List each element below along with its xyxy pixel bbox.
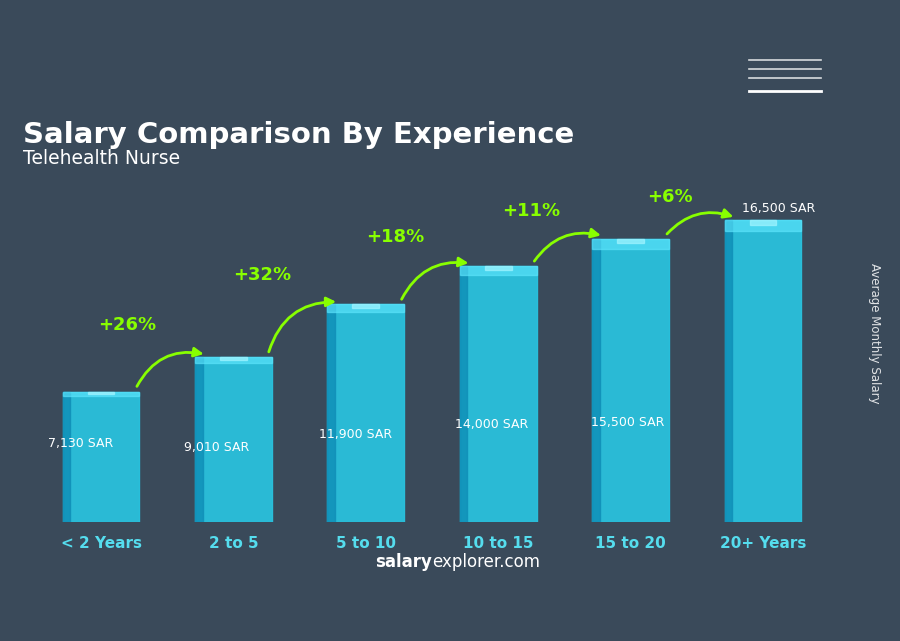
Bar <box>220 357 247 360</box>
Bar <box>592 238 669 249</box>
Text: 7,130 SAR: 7,130 SAR <box>48 437 113 450</box>
Text: Salary Comparison By Experience: Salary Comparison By Experience <box>23 121 574 149</box>
Text: 11,900 SAR: 11,900 SAR <box>320 428 392 442</box>
Text: Telehealth Nurse: Telehealth Nurse <box>23 149 181 168</box>
Text: +11%: +11% <box>502 203 561 221</box>
Text: 5 to 10: 5 to 10 <box>336 536 396 551</box>
Bar <box>195 357 272 522</box>
Text: 9,010 SAR: 9,010 SAR <box>184 441 249 454</box>
Bar <box>485 266 511 270</box>
Text: 15 to 20: 15 to 20 <box>595 536 666 551</box>
Text: explorer.com: explorer.com <box>432 553 540 570</box>
Bar <box>724 221 801 522</box>
Bar <box>328 304 404 522</box>
Text: salary: salary <box>375 553 432 570</box>
Text: +6%: +6% <box>647 188 693 206</box>
Text: 20+ Years: 20+ Years <box>720 536 806 551</box>
Bar <box>353 304 379 308</box>
Bar <box>724 221 801 231</box>
Text: < 2 Years: < 2 Years <box>60 536 141 551</box>
Bar <box>617 238 644 243</box>
Bar <box>195 357 272 363</box>
Text: +26%: +26% <box>98 315 157 333</box>
Bar <box>195 357 203 522</box>
Bar <box>63 392 70 522</box>
Bar <box>87 392 114 394</box>
Bar <box>460 266 467 522</box>
Bar <box>328 304 404 312</box>
Bar <box>724 221 733 522</box>
Bar <box>328 304 335 522</box>
Text: 16,500 SAR: 16,500 SAR <box>742 202 815 215</box>
Bar <box>460 266 536 522</box>
Bar <box>750 221 777 225</box>
Text: 14,000 SAR: 14,000 SAR <box>454 418 527 431</box>
Bar <box>460 266 536 275</box>
Bar <box>63 392 140 396</box>
Text: 15,500 SAR: 15,500 SAR <box>591 416 664 429</box>
Bar <box>63 392 140 522</box>
Bar <box>592 238 669 522</box>
Text: 2 to 5: 2 to 5 <box>209 536 258 551</box>
Text: Average Monthly Salary: Average Monthly Salary <box>868 263 881 404</box>
Bar <box>592 238 600 522</box>
Text: +18%: +18% <box>365 228 424 246</box>
Text: +32%: +32% <box>233 266 292 284</box>
Text: 10 to 15: 10 to 15 <box>463 536 534 551</box>
